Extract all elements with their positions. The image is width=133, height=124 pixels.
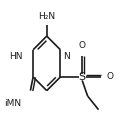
Text: S: S	[79, 72, 86, 82]
Text: HN: HN	[9, 52, 22, 61]
Text: H₂N: H₂N	[38, 12, 55, 21]
Text: iMN: iMN	[4, 99, 21, 108]
Text: N: N	[63, 52, 70, 61]
Text: O: O	[79, 41, 86, 50]
Text: O: O	[106, 73, 113, 81]
